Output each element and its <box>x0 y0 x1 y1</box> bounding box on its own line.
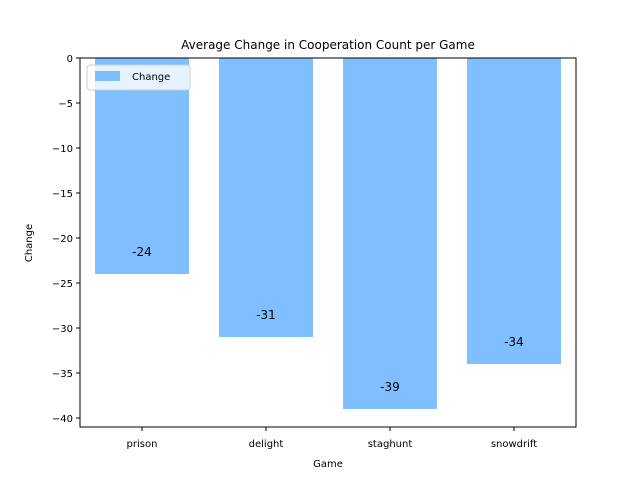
data-labels-group: -24 -31 -39 -34 <box>132 245 524 394</box>
bar-delight <box>219 58 313 337</box>
legend: Change <box>86 64 191 91</box>
bar-prison <box>95 58 189 274</box>
data-label-delight: -31 <box>256 308 276 322</box>
x-axis: prison delight staghunt snowdrift <box>127 427 537 450</box>
bar-snowdrift <box>467 58 561 364</box>
x-tick-label-delight: delight <box>249 439 284 450</box>
legend-swatch <box>95 71 120 81</box>
y-axis: 0 −5 −10 −15 −20 −25 −30 −35 −40 <box>52 54 80 425</box>
y-tick-label: −10 <box>52 144 73 155</box>
y-tick-label: −25 <box>52 279 73 290</box>
y-tick-label: −40 <box>52 414 73 425</box>
data-label-snowdrift: -34 <box>504 335 524 349</box>
x-tick-label-staghunt: staghunt <box>368 439 413 450</box>
chart-title: Average Change in Cooperation Count per … <box>181 38 475 52</box>
plot-area-frame <box>79 57 577 428</box>
y-tick-label: −30 <box>52 324 73 335</box>
y-axis-title: Change <box>24 224 35 262</box>
y-tick-label: −5 <box>58 99 73 110</box>
x-tick-label-prison: prison <box>127 439 158 450</box>
x-tick-label-snowdrift: snowdrift <box>491 439 537 450</box>
data-label-staghunt: -39 <box>380 380 400 394</box>
bar-staghunt <box>343 58 437 409</box>
y-tick-label: −35 <box>52 369 73 380</box>
data-label-prison: -24 <box>132 245 152 259</box>
bars-group <box>95 58 561 409</box>
y-tick-label: −15 <box>52 189 73 200</box>
legend-label: Change <box>132 72 170 83</box>
y-tick-label: −20 <box>52 234 73 245</box>
x-axis-title: Game <box>313 459 343 470</box>
y-tick-label: 0 <box>67 54 73 65</box>
